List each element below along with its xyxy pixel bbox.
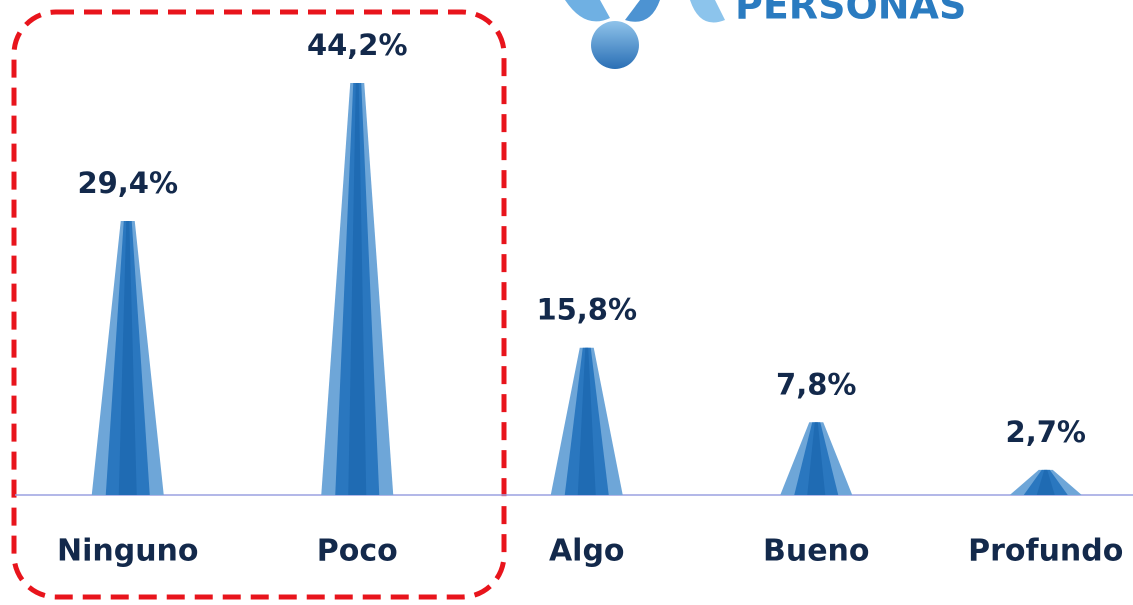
cone-core: [118, 220, 137, 495]
cone-core: [577, 347, 596, 495]
x-tick-label: Ninguno: [57, 534, 199, 569]
x-tick-label: Algo: [549, 534, 625, 569]
logo-arc: [690, 0, 725, 23]
x-tick-label: Profundo: [968, 534, 1123, 569]
cone-core: [807, 422, 826, 495]
cone-core: [1036, 469, 1055, 495]
value-label: 29,4%: [77, 166, 178, 200]
highlight-box: [11, 9, 507, 600]
logo: PERSONAS: [565, 0, 966, 69]
value-label: 44,2%: [307, 28, 408, 62]
x-tick-label: Poco: [317, 534, 398, 569]
value-label: 15,8%: [536, 293, 637, 327]
cone-core: [348, 83, 367, 495]
logo-arc: [625, 0, 660, 22]
logo-text: PERSONAS: [735, 0, 966, 28]
logo-dot: [591, 21, 639, 69]
logo-arc: [565, 0, 610, 22]
x-tick-label: Bueno: [763, 534, 870, 569]
value-label: 2,7%: [1006, 415, 1086, 449]
value-label: 7,8%: [776, 367, 856, 401]
